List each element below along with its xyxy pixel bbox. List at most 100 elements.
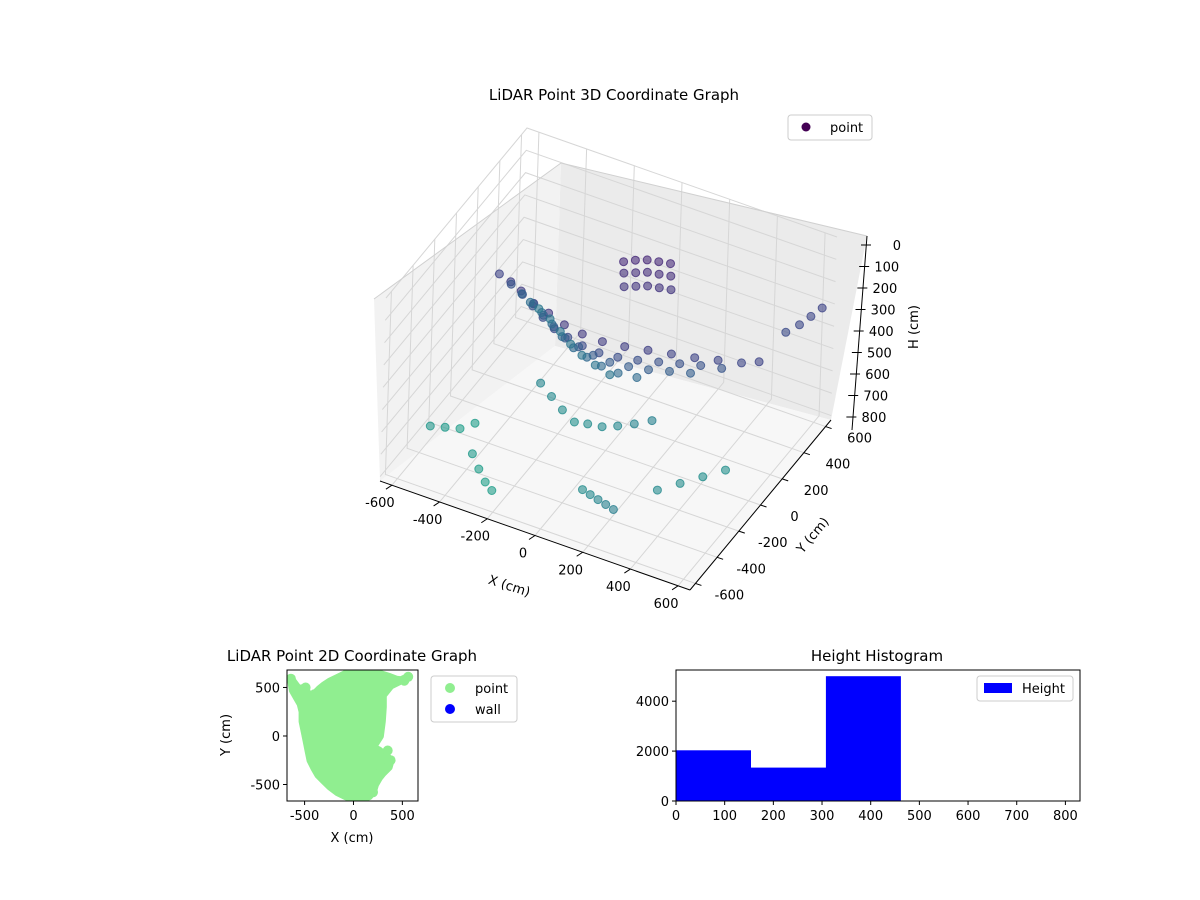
grid-line-z — [381, 238, 834, 410]
point-3d — [506, 279, 516, 289]
point-2d — [368, 787, 378, 798]
grid-line-x — [582, 199, 731, 553]
point-3d — [654, 269, 664, 279]
point-3d — [545, 314, 555, 324]
point-3d — [578, 485, 587, 495]
point-3d — [675, 359, 685, 369]
point-2d — [319, 684, 330, 695]
x-tick-label-histogram: 200 — [761, 809, 786, 824]
y-tick-label-2d: 0 — [272, 730, 280, 745]
point-3d — [605, 370, 615, 380]
point-2d — [287, 673, 296, 684]
histogram-title: Height Histogram — [811, 647, 943, 665]
point-2d — [309, 689, 320, 700]
point-3d — [608, 505, 618, 514]
point-cloud-2d — [287, 670, 414, 801]
grid-line-z — [380, 283, 833, 455]
legend-3d-point: point — [830, 121, 863, 136]
z-tick-label-3d: 0 — [893, 239, 901, 254]
point-3d — [597, 337, 607, 347]
x-ticks-histogram: 0 100 200 300 400 500 600 700 800 — [672, 801, 1078, 824]
point-3d — [654, 257, 664, 267]
point-3d — [643, 345, 653, 355]
point-3d — [474, 464, 484, 474]
point-3d — [557, 405, 567, 415]
point-3d — [643, 281, 653, 291]
legend-2d: point wall — [430, 675, 518, 723]
legend-histogram-frame — [976, 675, 1074, 702]
y-ticks-3d: -600 -400 -2000 200 400 600 — [695, 426, 872, 603]
point-2d — [372, 769, 383, 780]
point-3d — [795, 320, 804, 330]
point-3d — [487, 486, 497, 495]
x-tick-label-histogram: 500 — [907, 809, 932, 824]
point-3d — [666, 349, 676, 359]
x-tick-mark-3d — [385, 484, 393, 490]
grid-line-y — [471, 186, 783, 480]
point-3d — [754, 357, 764, 367]
point-3d — [566, 339, 576, 349]
x-tick-label-3d: -200 — [461, 530, 491, 545]
point-3d — [494, 269, 504, 279]
y-tick-label-histogram: 0 — [661, 795, 669, 810]
grid-line-z — [379, 305, 832, 477]
points-3d — [425, 255, 827, 514]
x-tick-label-3d: 600 — [654, 597, 679, 612]
histogram-bar — [825, 676, 901, 801]
point-3d — [569, 417, 579, 427]
z-tick-label-3d: 800 — [862, 411, 887, 426]
x-tick-mark-3d — [671, 585, 679, 591]
z-tick-label-3d: 300 — [871, 304, 896, 319]
point-3d — [806, 311, 816, 321]
pane-left — [374, 163, 561, 481]
grid-line-z — [384, 149, 837, 321]
y-ticks-histogram: 0 2000 4000 — [636, 695, 676, 810]
point-2d — [382, 745, 393, 756]
grid-line-z — [384, 172, 836, 343]
point-3d — [593, 495, 603, 505]
x-tick-label-histogram: 300 — [810, 809, 835, 824]
z-tick-label-3d: 200 — [873, 282, 898, 297]
point-3d — [597, 422, 607, 432]
pane-floor — [380, 346, 831, 590]
z-axis-label-3d: H (cm) — [907, 305, 922, 349]
point-3d — [590, 360, 600, 370]
grid-line-y — [515, 134, 826, 428]
point-2d — [300, 682, 311, 693]
point-3d — [665, 366, 674, 376]
y-tick-label-3d: -600 — [715, 588, 745, 603]
point-3d — [629, 419, 639, 429]
x-tick-label-histogram: 700 — [1004, 809, 1029, 824]
y-tick-mark-3d — [782, 478, 789, 482]
point-3d — [654, 283, 664, 293]
point-3d — [631, 281, 641, 291]
point-3d — [690, 353, 700, 363]
legend-histogram: Height — [976, 675, 1074, 702]
y-tick-label-3d: -200 — [758, 536, 788, 551]
y-axis-label-2d: Y (cm) — [219, 714, 234, 757]
y-tick-label-3d: 600 — [847, 432, 872, 447]
x-tick-label-2d: 500 — [390, 809, 415, 824]
point-2d — [385, 755, 396, 766]
y-tick-label-3d: 200 — [804, 484, 829, 499]
z-ticks-3d: 0 100 200 300 400 500 600 700 800 — [846, 239, 901, 426]
x-tick-label-histogram: 400 — [858, 809, 883, 824]
point-3d — [666, 271, 676, 281]
point-3d — [713, 355, 723, 365]
point-3d — [817, 303, 827, 313]
histogram-bar — [676, 750, 751, 801]
grid-line-y — [406, 265, 718, 558]
point-3d — [654, 357, 664, 367]
point-3d — [470, 418, 480, 428]
point-3d — [781, 327, 791, 337]
z-tick-label-3d: 600 — [865, 368, 890, 383]
grid-line-z — [381, 261, 833, 433]
y-tick-label-histogram: 2000 — [636, 745, 669, 760]
legend-3d: point — [787, 114, 873, 141]
point-3d — [652, 485, 662, 495]
point-3d — [577, 350, 587, 360]
point-3d — [467, 449, 477, 459]
x-tick-label-3d: -600 — [365, 496, 395, 511]
point-3d — [619, 282, 629, 292]
